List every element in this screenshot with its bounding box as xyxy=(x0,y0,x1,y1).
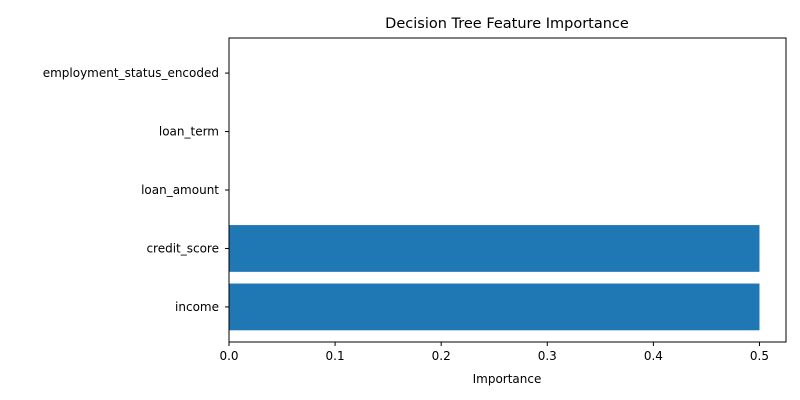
y-tick-label: loan_amount xyxy=(141,183,219,197)
y-tick-label: employment_status_encoded xyxy=(43,66,219,80)
y-tick-label: income xyxy=(175,300,219,314)
bar-credit-score xyxy=(229,225,760,272)
plot-frame xyxy=(228,37,787,343)
x-axis-title: Importance xyxy=(473,372,542,386)
x-tick-label: 0.4 xyxy=(644,349,663,363)
axes-layer: income credit_score loan_amount loan_term em… xyxy=(43,37,787,363)
x-tick-label: 0.5 xyxy=(750,349,769,363)
bars-layer xyxy=(229,225,760,331)
bar-income xyxy=(229,283,760,331)
x-tick-label: 0.3 xyxy=(538,349,557,363)
x-tick-label: 0.1 xyxy=(326,349,345,363)
x-tick-label: 0.2 xyxy=(432,349,451,363)
chart-title: Decision Tree Feature Importance xyxy=(385,16,629,32)
x-tick-label: 0.0 xyxy=(219,349,238,363)
y-tick-label: loan_term xyxy=(159,125,219,139)
y-tick-label: credit_score xyxy=(146,241,219,255)
